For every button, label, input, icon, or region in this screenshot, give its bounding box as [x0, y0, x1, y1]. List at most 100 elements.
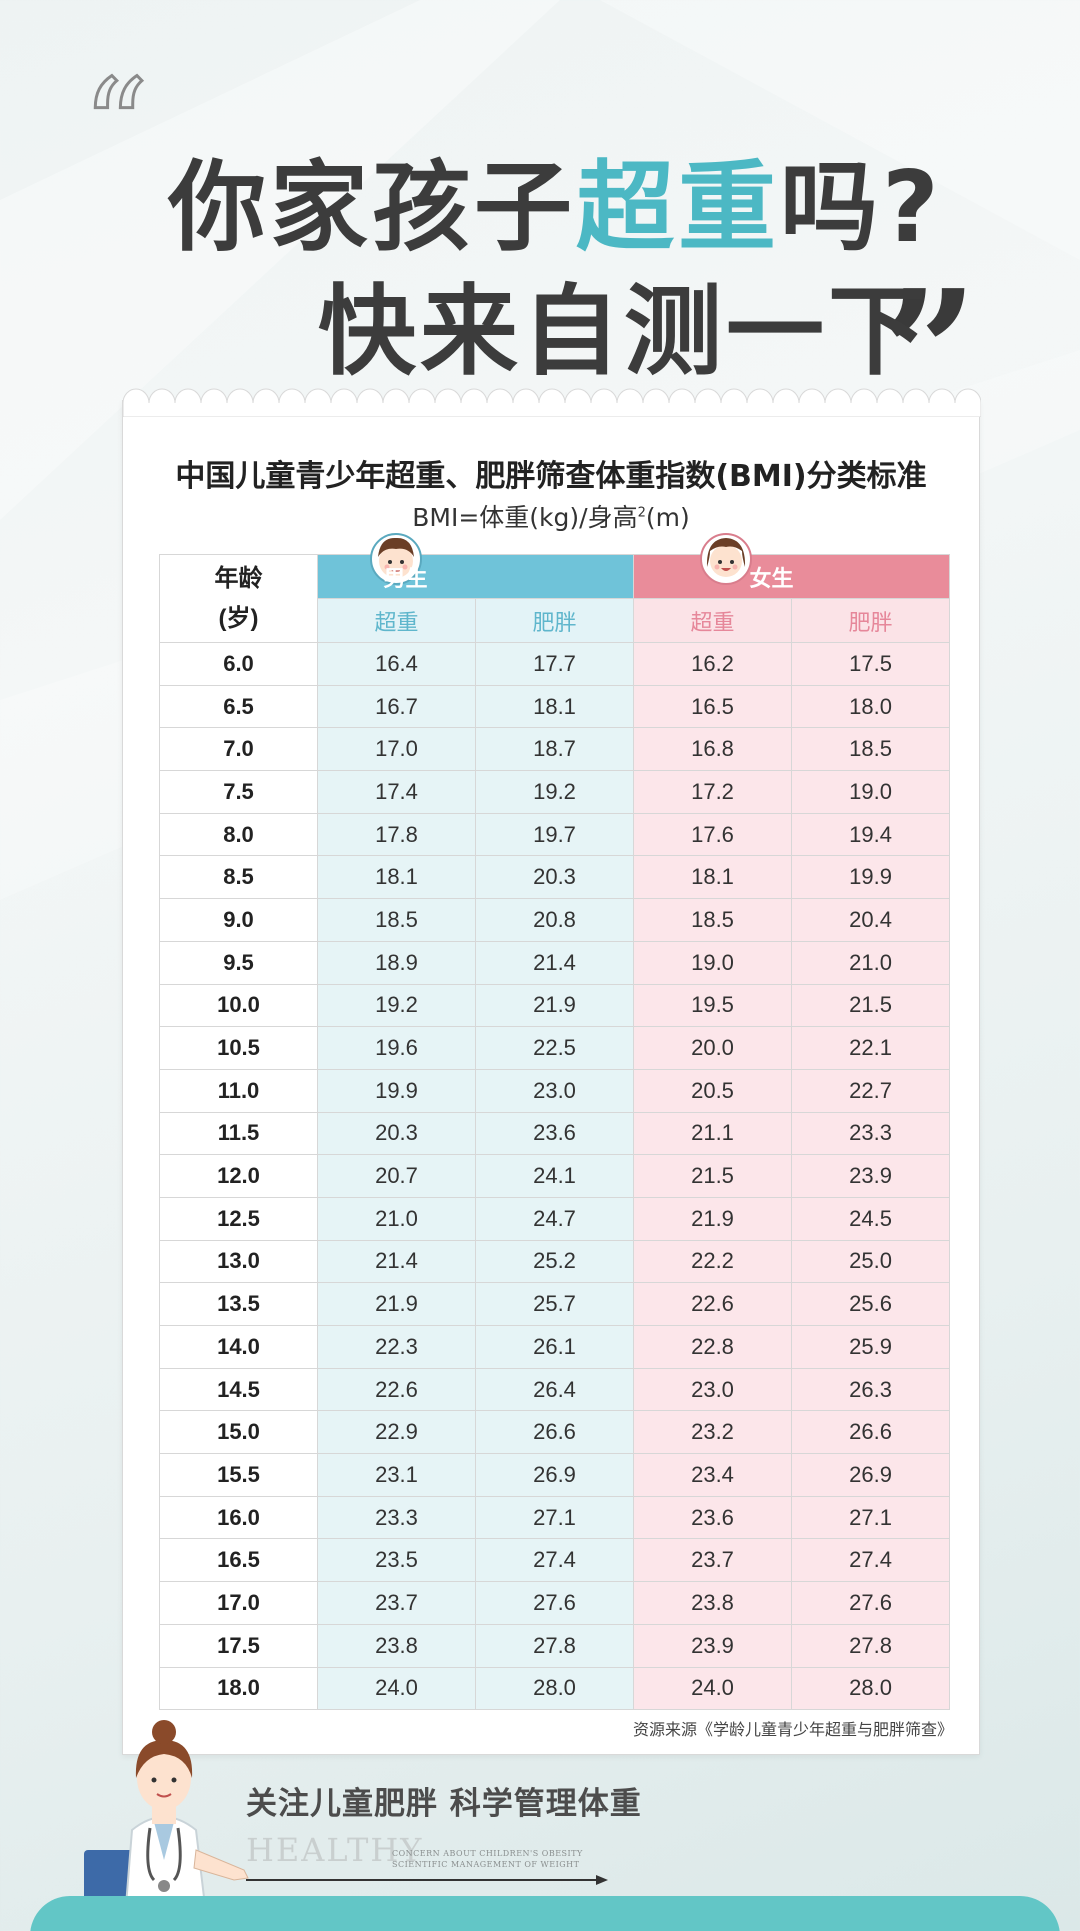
boy-obese-cell: 28.0: [474, 1666, 635, 1711]
table-row: 12.0 20.7 24.1 21.5 23.9: [159, 1154, 951, 1198]
girl-obese-cell: 25.9: [791, 1325, 951, 1369]
boy-obese-cell: 20.8: [474, 898, 635, 942]
boy-overweight-cell: 23.7: [317, 1581, 476, 1625]
boy-obese-cell: 27.4: [474, 1538, 635, 1583]
boy-overweight-cell: 19.6: [317, 1026, 476, 1070]
boy-obese-cell: 27.1: [474, 1495, 635, 1540]
boy-overweight-cell: 23.5: [317, 1538, 476, 1583]
table-row: 7.5 17.4 19.2 17.2 19.0: [159, 770, 951, 814]
boy-obese-header: 肥胖: [474, 598, 635, 643]
age-cell: 13.0: [159, 1239, 318, 1284]
girl-obese-cell: 27.8: [791, 1623, 951, 1668]
girl-overweight-cell: 20.0: [633, 1026, 793, 1070]
boy-overweight-cell: 21.4: [317, 1239, 476, 1284]
table-row: 17.0 23.7 27.6 23.8 27.6: [159, 1581, 951, 1625]
boy-obese-cell: 19.2: [474, 770, 635, 814]
doctor-illustration: [84, 1720, 249, 1931]
girl-obese-cell: 25.0: [791, 1239, 951, 1284]
girl-obese-cell: 23.3: [791, 1111, 951, 1156]
table-row: 6.0 16.4 17.7 16.2 17.5: [159, 642, 951, 686]
girl-obese-cell: 23.9: [791, 1154, 951, 1198]
table-row: 9.0 18.5 20.8 18.5 20.4: [159, 898, 951, 942]
age-cell: 14.5: [159, 1367, 318, 1412]
age-cell: 15.5: [159, 1453, 318, 1497]
girl-obese-cell: 19.0: [791, 770, 951, 814]
girl-obese-cell: 18.5: [791, 727, 951, 772]
boy-overweight-cell: 23.3: [317, 1495, 476, 1540]
table-row: 11.0 19.9 23.0 20.5 22.7: [159, 1068, 951, 1113]
girl-overweight-cell: 23.6: [633, 1495, 793, 1540]
boy-obese-cell: 25.7: [474, 1282, 635, 1326]
boy-overweight-cell: 18.5: [317, 898, 476, 942]
age-cell: 16.5: [159, 1538, 318, 1583]
table-row: 15.5 23.1 26.9 23.4 26.9: [159, 1453, 951, 1497]
girl-obese-cell: 17.5: [791, 642, 951, 686]
girl-overweight-cell: 22.2: [633, 1239, 793, 1284]
bottom-accent-band: [30, 1896, 1060, 1931]
girl-overweight-cell: 23.4: [633, 1453, 793, 1497]
age-cell: 10.5: [159, 1026, 318, 1070]
headline-accent: 超重: [576, 151, 781, 265]
boy-overweight-cell: 23.1: [317, 1453, 476, 1497]
boy-obese-cell: 26.6: [474, 1410, 635, 1455]
bmi-formula: BMI=体重(kg)/身高2(m): [412, 503, 690, 532]
girl-group-header: 女生: [633, 533, 951, 599]
boy-header-label: 男生: [383, 565, 428, 591]
bmi-table-wrapper: 年龄 (岁) 男生: [159, 533, 951, 1711]
girl-overweight-cell: 23.8: [633, 1581, 793, 1625]
girl-overweight-cell: 17.2: [633, 770, 793, 814]
boy-group-header: 男生: [316, 533, 635, 599]
girl-overweight-header: 超重: [633, 598, 793, 643]
table-row: 13.0 21.4 25.2 22.2 25.0: [159, 1239, 951, 1284]
data-source-note: 资源来源《学龄儿童青少年超重与肥胖筛查》: [632, 1720, 953, 1739]
boy-overweight-cell: 17.0: [317, 727, 476, 772]
footer-slogan: 关注儿童肥胖 科学管理体重: [246, 1786, 642, 1822]
age-cell: 11.0: [159, 1068, 318, 1113]
headline-line-1: 你家孩子超重吗?: [168, 151, 943, 265]
age-cell: 16.0: [159, 1495, 318, 1540]
girl-obese-cell: 20.4: [791, 898, 951, 942]
girl-overweight-cell: 21.1: [633, 1111, 793, 1156]
boy-overweight-cell: 22.3: [317, 1325, 476, 1369]
girl-obese-header: 肥胖: [791, 598, 951, 643]
girl-obese-cell: 28.0: [791, 1666, 951, 1711]
table-row: 12.5 21.0 24.7 21.9 24.5: [159, 1196, 951, 1241]
girl-overweight-cell: 21.5: [633, 1154, 793, 1198]
bmi-table: 年龄 (岁) 男生: [159, 533, 951, 1711]
boy-overweight-cell: 20.7: [317, 1154, 476, 1198]
boy-obese-cell: 17.7: [474, 642, 635, 686]
girl-obese-cell: 19.4: [791, 812, 951, 857]
table-row: 14.0 22.3 26.1 22.8 25.9: [159, 1325, 951, 1369]
card-scalloped-edge: [123, 388, 981, 417]
boy-obese-cell: 23.0: [474, 1068, 635, 1113]
bmi-table-body: 6.0 16.4 17.7 16.2 17.5 6.5 16.7 18.1 16.5 18.0 7.…: [159, 642, 951, 1711]
boy-overweight-cell: 19.9: [317, 1068, 476, 1113]
girl-obese-cell: 26.6: [791, 1410, 951, 1455]
girl-obese-cell: 25.6: [791, 1282, 951, 1326]
table-row: 18.0 24.0 28.0 24.0 28.0: [159, 1666, 951, 1711]
boy-obese-cell: 23.6: [474, 1111, 635, 1156]
table-row: 17.5 23.8 27.8 23.9 27.8: [159, 1623, 951, 1668]
age-cell: 8.0: [159, 812, 318, 857]
table-row: 8.0 17.8 19.7 17.6 19.4: [159, 812, 951, 857]
boy-obese-cell: 26.4: [474, 1367, 635, 1412]
girl-overweight-cell: 19.5: [633, 983, 793, 1028]
table-row: 11.5 20.3 23.6 21.1 23.3: [159, 1111, 951, 1156]
girl-overweight-cell: 24.0: [633, 1666, 793, 1711]
boy-overweight-cell: 16.4: [317, 642, 476, 686]
age-cell: 6.0: [159, 642, 318, 686]
girl-overweight-cell: 23.9: [633, 1623, 793, 1668]
age-cell: 7.5: [159, 770, 318, 814]
girl-obese-cell: 27.1: [791, 1495, 951, 1540]
girl-obese-cell: 21.0: [791, 940, 951, 985]
table-row: 8.5 18.1 20.3 18.1 19.9: [159, 855, 951, 900]
girl-avatar-icon: [700, 533, 753, 585]
arrow-line-icon: [246, 1875, 608, 1885]
girl-overweight-cell: 16.2: [633, 642, 793, 686]
age-cell: 14.0: [159, 1325, 318, 1369]
boy-obese-cell: 27.6: [474, 1581, 635, 1625]
boy-overweight-cell: 17.4: [317, 770, 476, 814]
age-cell: 17.0: [159, 1581, 318, 1625]
boy-overweight-cell: 18.1: [317, 855, 476, 900]
age-cell: 6.5: [159, 684, 318, 729]
